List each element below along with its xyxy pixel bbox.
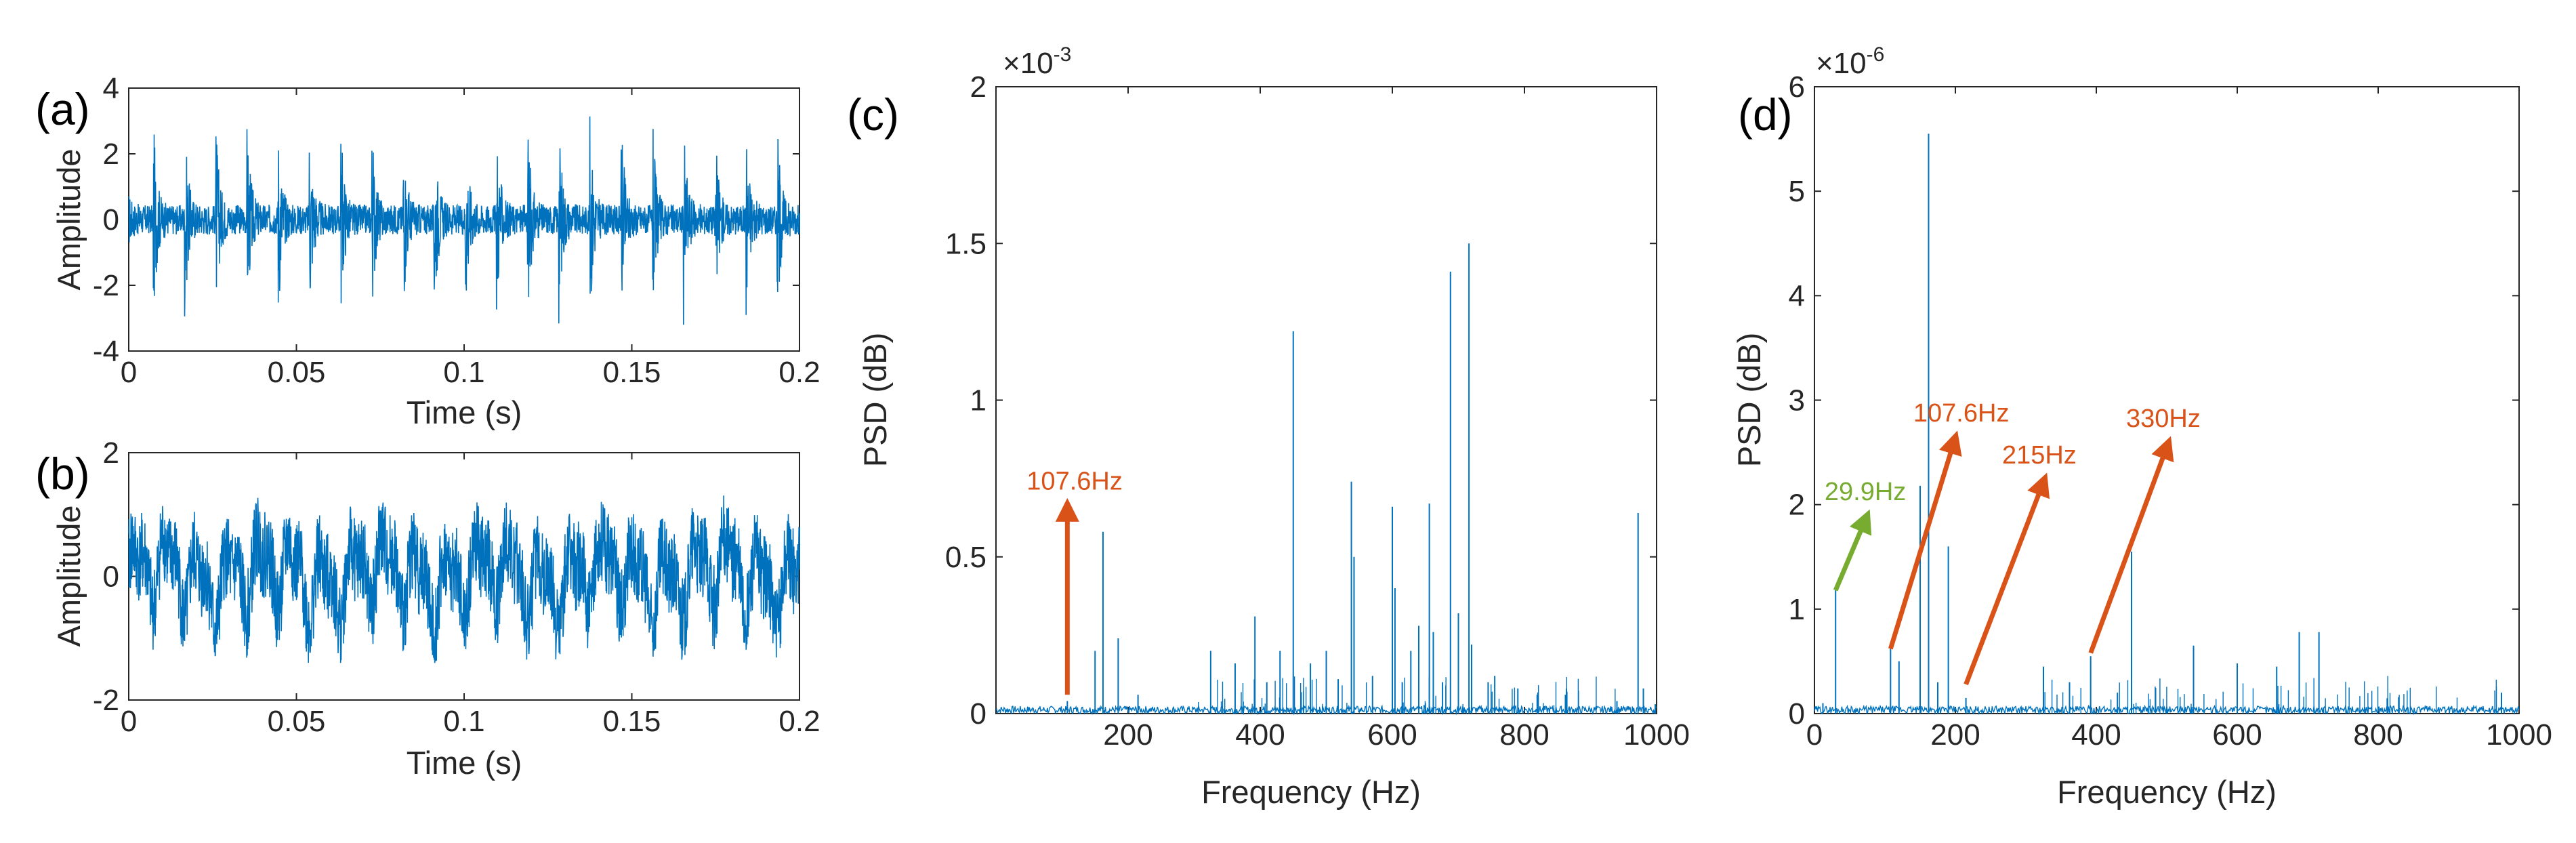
y-tick-label: 0.5 xyxy=(945,541,986,574)
y-tick-label: 6 xyxy=(1789,70,1805,104)
y-exponent-c: ×10-3 xyxy=(1003,43,1071,80)
panel-b: (b) 0 0.05 0.1 0.15 0.2-202 Time (s) Amplitu… xyxy=(35,436,820,781)
y-tick-label: 0 xyxy=(1789,697,1805,731)
panel-label-a: (a) xyxy=(35,84,90,134)
x-axis-title-b: Time (s) xyxy=(407,745,522,781)
y-tick-label: 2 xyxy=(1789,489,1805,522)
y-tick-label: -2 xyxy=(93,269,119,302)
x-tick-label: 0.05 xyxy=(268,356,326,389)
x-tick-label: 800 xyxy=(1499,718,1549,752)
annotation-arrow xyxy=(1833,509,1872,592)
panel-d: (d) ×10-6 0 200 400 600 800 1000 0 1 2 3 4 5 6 29.9Hz… xyxy=(1731,43,2552,810)
annotation-arrow xyxy=(1888,430,1962,650)
x-tick-label: 1000 xyxy=(1623,718,1690,752)
y-tick-label: 0 xyxy=(970,697,986,731)
x-axis-title-c: Frequency (Hz) xyxy=(1201,774,1421,810)
panel-c: (c) ×10-3 200 400 600 800 1000 0 0.5 1 1.5 2 107.6… xyxy=(847,43,1690,810)
y-tick-label: 2 xyxy=(103,138,119,171)
y-exponent-base-d: ×10 xyxy=(1816,47,1867,80)
x-tick-label: 1000 xyxy=(2486,718,2552,752)
y-tick-label: 1 xyxy=(970,384,986,417)
x-tick-label: 200 xyxy=(1930,718,1980,752)
x-tick-label: 0.05 xyxy=(268,705,326,738)
x-axis-title-d: Frequency (Hz) xyxy=(2057,774,2277,810)
panel-a: (a) 0 0.05 0.1 0.15 0.2 -4 -2 0 2 4 Time (s) Ampl… xyxy=(35,72,820,430)
y-axis-title-b: Amplitude xyxy=(51,506,87,647)
x-tick-label: 600 xyxy=(1367,718,1417,752)
y-tick-label: 2 xyxy=(103,436,119,470)
y-tick-label: 0 xyxy=(103,560,119,594)
x-tick-label: 0.1 xyxy=(443,705,484,738)
x-axis-title-a: Time (s) xyxy=(407,394,522,430)
y-axis-title-c: PSD (dB) xyxy=(857,333,893,468)
x-tick-label: 0.15 xyxy=(603,705,661,738)
panel-label-b: (b) xyxy=(35,449,90,499)
annotation-label: 107.6Hz xyxy=(1026,467,1123,495)
annotation-label: 330Hz xyxy=(2126,405,2201,433)
x-tick-label: 0.1 xyxy=(443,356,484,389)
axes-box-b xyxy=(128,452,800,701)
y-tick-label: -4 xyxy=(93,335,119,368)
y-tick-label: 4 xyxy=(103,72,119,105)
x-tick-label: 0.2 xyxy=(778,356,820,389)
x-tick-label: 0.15 xyxy=(603,356,661,389)
annotation-label: 215Hz xyxy=(2002,441,2077,470)
x-tick-label: 400 xyxy=(2071,718,2121,752)
y-exponent-base-c: ×10 xyxy=(1003,47,1054,80)
x-tick-label: 600 xyxy=(2212,718,2262,752)
x-tick-label: 0 xyxy=(121,705,137,738)
y-exponent-d: ×10-6 xyxy=(1816,43,1884,80)
annotation-label: 29.9Hz xyxy=(1825,478,1906,506)
y-tick-label: 0 xyxy=(103,203,119,237)
y-exponent-power-c: -3 xyxy=(1054,43,1072,66)
y-tick-label: 4 xyxy=(1789,279,1805,312)
y-tick-label: 2 xyxy=(970,70,986,104)
x-tick-label: 0 xyxy=(1806,718,1823,752)
y-tick-label: 1 xyxy=(1789,593,1805,626)
x-tick-label: 0 xyxy=(121,356,137,389)
axes-box-c xyxy=(995,86,1657,714)
signal-line xyxy=(128,116,800,325)
panel-label-c: (c) xyxy=(847,89,899,140)
y-tick-label: -2 xyxy=(93,684,119,717)
x-tick-label: 0.2 xyxy=(778,705,820,738)
x-tick-label: 800 xyxy=(2353,718,2403,752)
y-exponent-power-d: -6 xyxy=(1867,43,1885,66)
panel-label-d: (d) xyxy=(1738,89,1793,140)
y-axis-title-a: Amplitude xyxy=(51,149,87,291)
y-tick-label: 5 xyxy=(1789,175,1805,208)
y-tick-label: 1.5 xyxy=(945,227,986,260)
annotation-arrow xyxy=(2088,436,2174,654)
y-axis-title-d: PSD (dB) xyxy=(1731,333,1767,468)
y-tick-label: 3 xyxy=(1789,384,1805,417)
signal-line xyxy=(128,495,800,663)
annotation-arrow xyxy=(1964,472,2050,686)
annotation-label: 107.6Hz xyxy=(1913,399,2010,428)
x-tick-label: 200 xyxy=(1103,718,1152,752)
x-tick-label: 400 xyxy=(1235,718,1285,752)
